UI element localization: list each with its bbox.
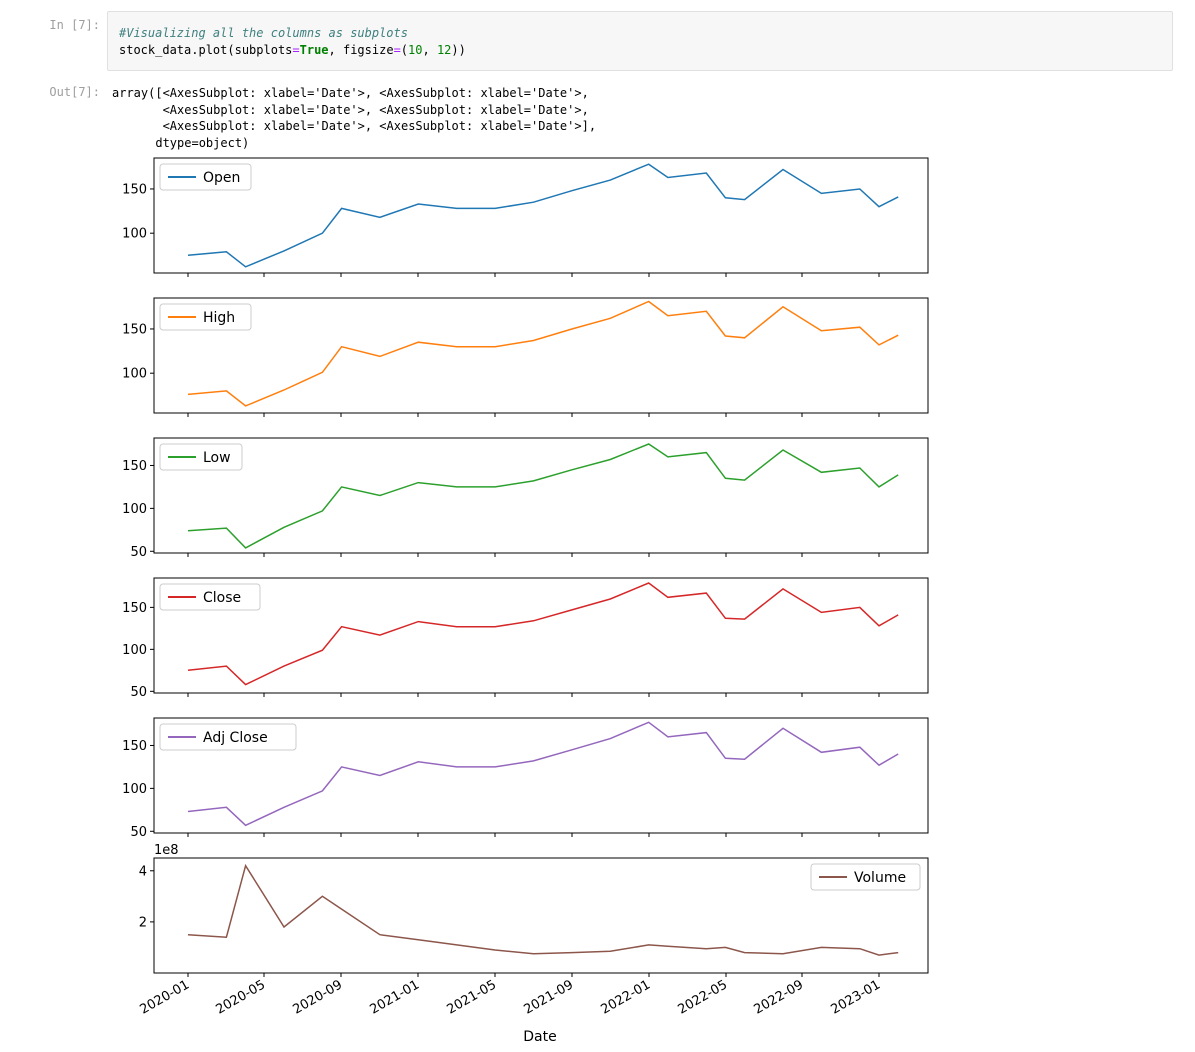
code-statement: stock_data.plot(subplots=True, figsize=(… <box>119 43 466 57</box>
y-tick-label: 100 <box>122 643 147 658</box>
output-line: <AxesSubplot: xlabel='Date'>, <AxesSubpl… <box>112 102 589 117</box>
subplot-frame <box>153 577 929 694</box>
code-operator: = <box>292 43 300 57</box>
y-tick-label: 150 <box>122 459 147 474</box>
y-tick-label: 50 <box>130 825 147 840</box>
code-number: 10 <box>408 43 423 57</box>
legend-box <box>159 723 297 751</box>
y-tick-label: 100 <box>122 367 147 382</box>
y-tick-label: 100 <box>122 502 147 517</box>
code-paren: ( <box>400 43 409 57</box>
output-line: dtype=object) <box>112 135 250 150</box>
legend-label: Open <box>203 170 240 186</box>
legend-box <box>159 163 252 191</box>
code-prefix: stock_data.plot(subplots <box>119 43 293 57</box>
code-operator: = <box>393 43 401 57</box>
legend-label: High <box>203 310 235 326</box>
x-tick-label: 2021-09 <box>521 977 576 1017</box>
y-tick-label: 150 <box>122 322 147 337</box>
y-tick-label: 50 <box>130 685 147 700</box>
y-tick-label: 150 <box>122 182 147 197</box>
code-figsize: , figsize <box>328 43 394 57</box>
x-tick-label: 2020-01 <box>137 977 192 1017</box>
y-tick-label: 100 <box>122 227 147 242</box>
series-line-low <box>187 443 899 549</box>
y-tick-label: 100 <box>122 782 147 797</box>
legend-label: Adj Close <box>203 730 268 746</box>
y-tick-label: 150 <box>122 601 147 616</box>
input-prompt: In [7]: <box>49 18 100 32</box>
x-axis-label: Date <box>523 1029 556 1045</box>
output-line: array([<AxesSubplot: xlabel='Date'>, <Ax… <box>112 86 589 100</box>
legend-label: Low <box>203 450 231 466</box>
series-line-close <box>187 582 899 686</box>
legend-label: Close <box>203 590 241 606</box>
legend-box <box>159 443 243 471</box>
comment-text: #Visualizing all the columns as subplots <box>119 26 408 40</box>
legend-box <box>159 583 261 611</box>
x-tick-label: 2020-05 <box>213 977 268 1017</box>
x-tick-label: 2022-05 <box>675 977 730 1017</box>
code-keyword-true: True <box>299 43 329 57</box>
series-line-volume <box>187 863 899 956</box>
y-tick-label: 50 <box>130 545 147 560</box>
legend-box <box>159 303 252 331</box>
code-cell[interactable]: #Visualizing all the columns as subplots… <box>107 11 1173 71</box>
output-text: array([<AxesSubplot: xlabel='Date'>, <Ax… <box>112 85 596 151</box>
code-comment: #Visualizing all the columns as subplots <box>119 26 408 40</box>
output-line: <AxesSubplot: xlabel='Date'>, <AxesSubpl… <box>112 119 597 133</box>
output-prompt: Out[7]: <box>49 85 100 99</box>
series-line-high <box>187 300 899 407</box>
x-tick-label: 2023-01 <box>828 977 883 1017</box>
x-tick-label: 2022-09 <box>751 977 806 1017</box>
x-tick-label: 2021-01 <box>367 977 422 1017</box>
y-scale-label: 1e8 <box>154 843 179 858</box>
legend-box <box>810 863 921 891</box>
x-tick-label: 2020-09 <box>290 977 345 1017</box>
x-tick-label: 2021-05 <box>444 977 499 1017</box>
y-tick-label: 4 <box>139 864 147 879</box>
series-line-open <box>187 163 899 268</box>
y-tick-label: 150 <box>122 739 147 754</box>
subplot-frame <box>153 437 929 554</box>
code-comma: , <box>422 43 437 57</box>
y-tick-label: 2 <box>139 915 147 930</box>
code-number: 12 <box>436 43 452 57</box>
code-close: )) <box>451 43 466 57</box>
subplot-frame <box>153 157 929 274</box>
x-tick-label: 2022-01 <box>598 977 653 1017</box>
series-line-adj-close <box>187 721 899 827</box>
legend-label: Volume <box>854 870 906 886</box>
